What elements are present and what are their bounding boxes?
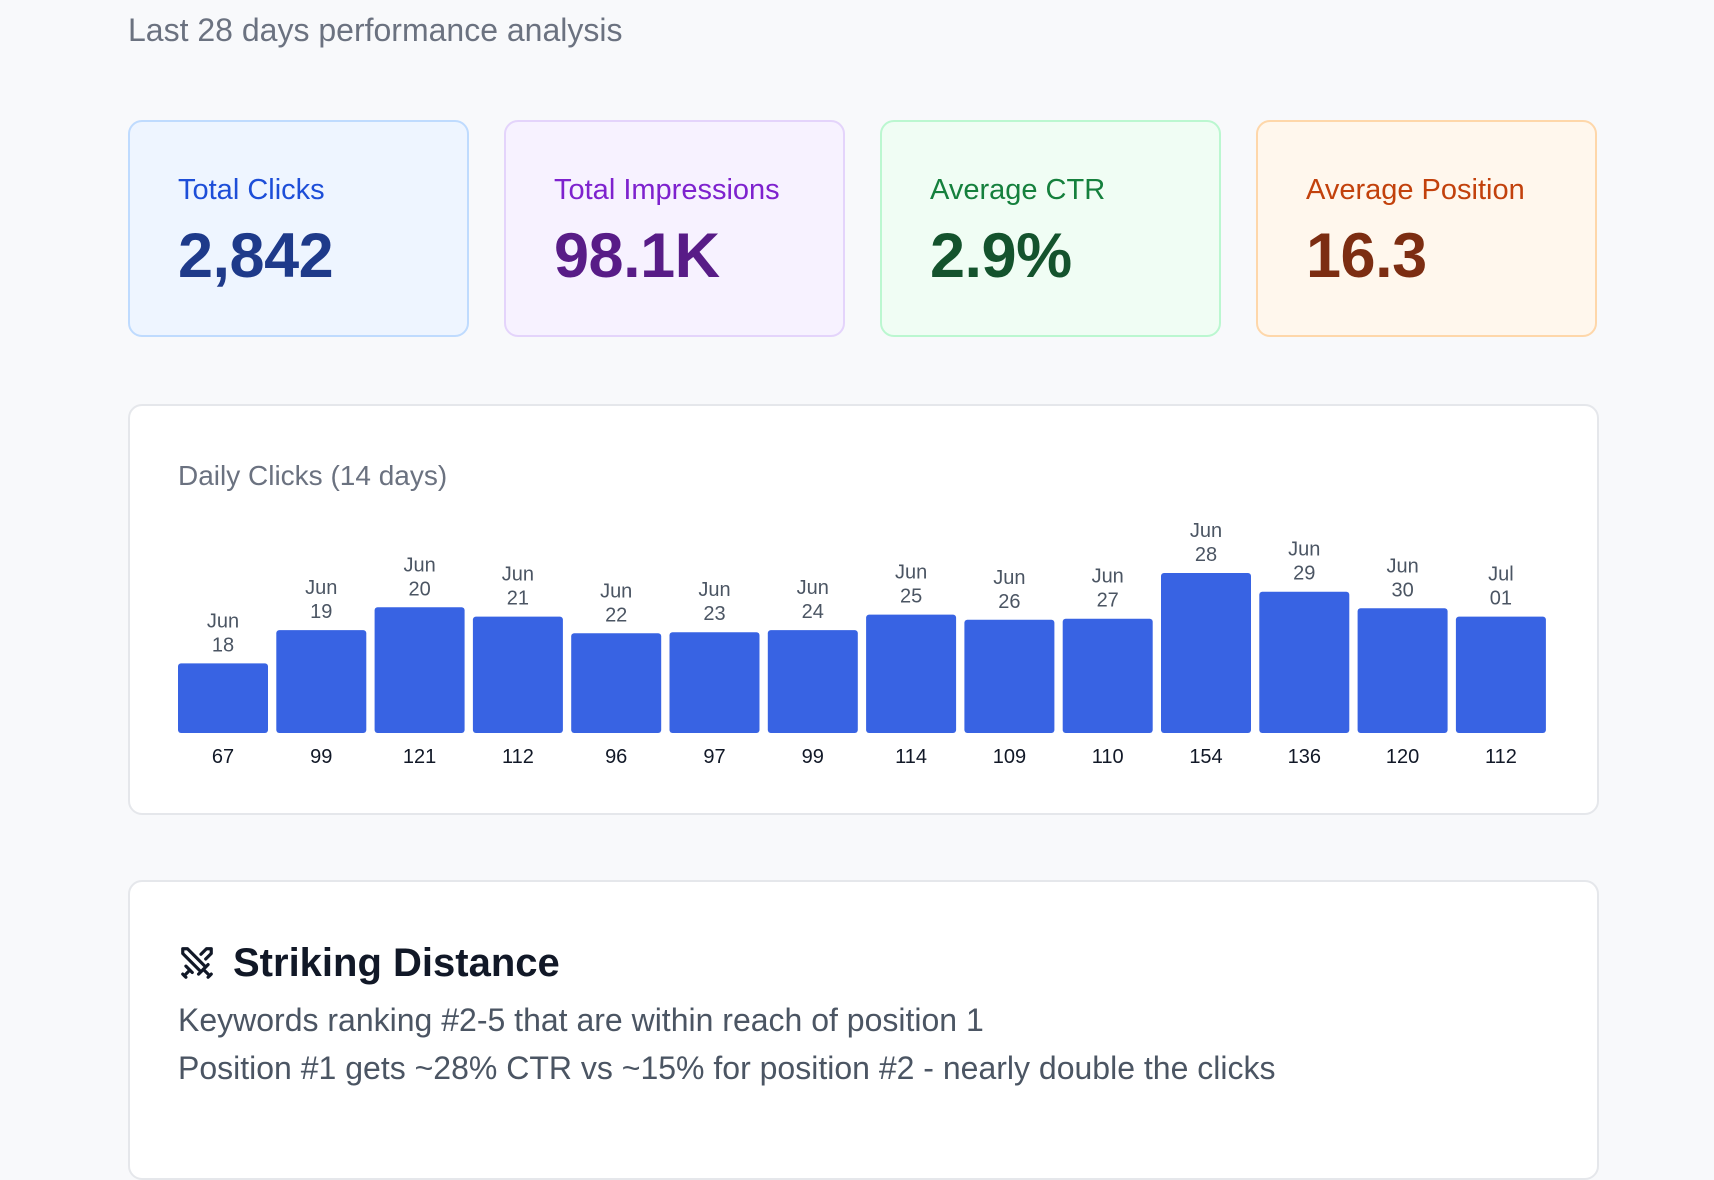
daily-clicks-card: Daily Clicks (14 days) Jun 18 67 Jun 19 99 Jun…: [128, 404, 1599, 815]
stat-value: 2.9%: [930, 221, 1072, 291]
chart-value-label: 121: [403, 746, 436, 768]
chart-category-label: Jun 20: [403, 554, 435, 600]
crossed-swords-icon: [181, 947, 213, 979]
stat-value: 16.3: [1306, 221, 1427, 291]
chart-bar: [472, 616, 563, 733]
chart-bar: [1062, 618, 1153, 733]
chart-value-label: 96: [605, 746, 627, 768]
chart-value-label: 109: [993, 746, 1026, 768]
stat-card-total-impressions: Total Impressions 98.1K: [504, 120, 845, 337]
chart-bar: [669, 632, 760, 733]
daily-clicks-bar-chart: Jun 18 67 Jun 19 99 Jun 20 121 Jun 21 112 Jun 22 96 Jun…: [178, 520, 1546, 768]
chart-value-label: 136: [1288, 746, 1321, 768]
chart-category-label: Jul 01: [1488, 564, 1514, 610]
chart-bar: [571, 633, 662, 733]
chart-category-label: Jun 27: [1092, 566, 1124, 612]
stat-card-average-ctr: Average CTR 2.9%: [880, 120, 1221, 337]
chart-value-label: 112: [1485, 746, 1517, 768]
section-description: Keywords ranking #2-5 that are within re…: [178, 1002, 984, 1038]
chart-value-label: 114: [895, 746, 927, 768]
chart-bar: [767, 630, 858, 733]
chart-title: Daily Clicks (14 days): [178, 460, 448, 491]
chart-category-label: Jun 19: [305, 577, 337, 623]
chart-value-label: 112: [502, 746, 534, 768]
stat-label: Total Clicks: [178, 174, 325, 206]
section-note: Position #1 gets ~28% CTR vs ~15% for po…: [178, 1050, 1276, 1086]
chart-category-label: Jun 28: [1190, 520, 1222, 566]
section-header: Striking Distance: [178, 938, 560, 988]
chart-bar: [1259, 591, 1350, 733]
chart-bar: [178, 663, 268, 733]
stat-value: 2,842: [178, 221, 334, 291]
stat-label: Average Position: [1306, 174, 1525, 206]
chart-value-label: 67: [212, 746, 234, 768]
chart-bar: [1161, 573, 1251, 733]
stats-row: Total Clicks 2,842 Total Impressions 98.…: [128, 120, 1599, 340]
chart-category-label: Jun 25: [895, 562, 927, 608]
chart-category-label: Jun 18: [207, 610, 239, 656]
chart-value-label: 120: [1386, 746, 1419, 768]
chart-category-label: Jun 24: [797, 577, 829, 623]
chart-category-label: Jun 22: [600, 580, 632, 626]
chart-bar: [1357, 608, 1448, 733]
chart-category-label: Jun 21: [502, 564, 534, 610]
stat-label: Average CTR: [930, 174, 1106, 206]
chart-bar: [374, 607, 465, 733]
chart-category-label: Jun 30: [1386, 555, 1418, 601]
chart-bar: [866, 614, 957, 733]
chart-value-label: 99: [802, 746, 824, 768]
stat-value: 98.1K: [554, 221, 720, 291]
chart-bar: [964, 619, 1055, 733]
chart-bar: [1455, 616, 1546, 733]
striking-distance-card: Striking Distance Keywords ranking #2-5 …: [128, 880, 1599, 1180]
stat-label: Total Impressions: [554, 174, 780, 206]
chart-value-label: 154: [1189, 746, 1222, 768]
chart-bar: [276, 630, 367, 733]
chart-category-label: Jun 29: [1288, 539, 1320, 585]
chart-value-label: 97: [703, 746, 725, 768]
chart-category-label: Jun 23: [698, 579, 730, 625]
chart-value-label: 99: [310, 746, 332, 768]
chart-value-label: 110: [1092, 746, 1124, 768]
stat-card-total-clicks: Total Clicks 2,842: [128, 120, 469, 337]
page-subtitle: Last 28 days performance analysis: [128, 12, 623, 48]
section-title: Striking Distance: [233, 940, 560, 985]
chart-category-label: Jun 26: [993, 567, 1025, 613]
stat-card-average-position: Average Position 16.3: [1256, 120, 1597, 337]
